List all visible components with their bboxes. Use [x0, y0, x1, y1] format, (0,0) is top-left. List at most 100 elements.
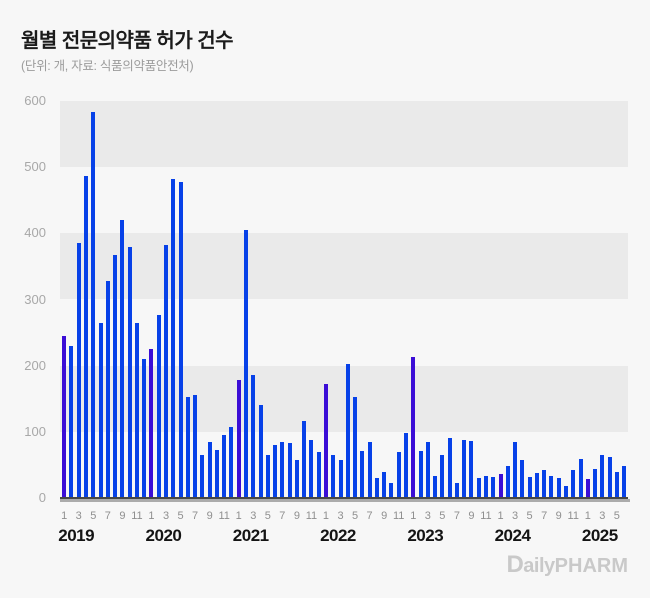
x-tick-2023-7: 7	[453, 510, 460, 522]
x-tick-2024-9: 9	[555, 510, 562, 522]
year-label-2021: 2021	[232, 526, 269, 545]
bar-2019-07	[105, 280, 110, 498]
y-tick-label-100: 100	[24, 423, 46, 439]
bar-2023-12	[491, 476, 496, 498]
bar-2019-04	[84, 175, 89, 498]
bar-2019-11	[134, 322, 139, 498]
year-label-2023: 2023	[407, 526, 444, 545]
bar-2022-06	[360, 451, 365, 498]
x-tick-2023-3: 3	[424, 510, 431, 522]
x-tick-2019-11: 11	[131, 510, 143, 522]
x-tick-2019-1: 1	[61, 510, 68, 522]
bar-2025-02	[593, 468, 598, 498]
grid-band	[60, 101, 628, 168]
bar-2022-03	[338, 460, 343, 498]
x-tick-2022-11: 11	[392, 510, 405, 522]
x-tick-2019-5: 5	[90, 510, 97, 522]
bar-2019-02	[69, 345, 74, 498]
x-tick-2022-5: 5	[352, 510, 359, 522]
bar-2021-07	[280, 441, 285, 498]
x-tick-2020-11: 11	[218, 510, 230, 522]
x-tick-2025-1: 1	[584, 510, 591, 522]
bar-2023-02	[418, 451, 423, 498]
x-tick-2020-7: 7	[192, 510, 199, 522]
bar-2021-09	[294, 459, 299, 498]
bar-2022-12	[403, 433, 408, 498]
x-tick-2024-3: 3	[512, 510, 519, 522]
bar-2023-01	[411, 357, 416, 498]
bar-2024-07	[542, 469, 547, 498]
year-label-2024: 2024	[494, 526, 531, 545]
bar-2020-07	[193, 394, 198, 498]
bar-2022-01	[323, 384, 328, 498]
y-tick-label-600: 600	[24, 93, 46, 108]
bar-2024-05	[527, 477, 532, 498]
bar-2019-10	[127, 246, 132, 498]
bar-2025-01	[585, 478, 590, 498]
grid-band	[60, 233, 628, 300]
year-label-2022: 2022	[320, 526, 356, 545]
logo-aily-text: aily	[523, 555, 555, 577]
bar-2025-04	[607, 456, 612, 498]
x-axis-line-shadow	[60, 499, 630, 502]
grid-band	[60, 365, 628, 432]
bar-2023-07	[454, 482, 459, 498]
x-tick-2024-11: 11	[567, 510, 579, 522]
logo-d-glyph: D	[506, 551, 524, 578]
bar-2024-09	[556, 478, 561, 498]
bar-2020-10	[214, 450, 219, 498]
bar-2023-09	[469, 441, 474, 498]
logo-pharm-text: PHARM	[554, 555, 628, 577]
bar-2019-09	[120, 220, 125, 498]
year-label-2019: 2019	[58, 526, 95, 545]
bar-2023-03	[425, 442, 430, 498]
x-tick-2025-3: 3	[599, 510, 606, 522]
x-tick-2022-9: 9	[381, 510, 388, 522]
x-tick-2020-9: 9	[206, 510, 213, 522]
bar-2023-05	[440, 454, 445, 498]
x-tick-2021-5: 5	[264, 510, 271, 522]
bar-2020-09	[207, 441, 212, 498]
x-tick-2019-3: 3	[75, 510, 82, 522]
bar-2019-06	[98, 322, 103, 498]
bar-2020-06	[185, 397, 190, 498]
bar-2019-05	[91, 112, 96, 498]
x-tick-2022-3: 3	[337, 510, 344, 522]
bar-2023-08	[462, 439, 467, 498]
bar-2022-09	[382, 472, 387, 498]
bar-2022-10	[389, 483, 394, 498]
bar-2020-11	[222, 435, 227, 498]
y-tick-label-500: 500	[24, 159, 46, 175]
bar-2021-02	[244, 230, 248, 498]
bar-2021-08	[287, 443, 292, 498]
bar-2023-11	[483, 475, 488, 498]
dailypharm-logo: DailyPHARM	[506, 551, 628, 579]
x-tick-2021-9: 9	[293, 510, 300, 522]
x-tick-2019-7: 7	[104, 510, 111, 522]
chart-title: 월별 전문의약품 허가 건수	[21, 30, 234, 52]
bar-2023-10	[476, 478, 481, 498]
y-tick-label-400: 400	[24, 225, 46, 241]
bar-2019-08	[113, 254, 118, 498]
bar-2019-03	[76, 243, 81, 498]
x-tick-2024-7: 7	[541, 510, 548, 522]
bar-2019-01	[62, 335, 67, 498]
bar-2021-11	[309, 440, 314, 498]
x-tick-2024-1: 1	[497, 510, 504, 522]
bar-2022-02	[331, 454, 336, 498]
bar-2024-10	[563, 486, 568, 498]
x-tick-2023-11: 11	[480, 510, 492, 522]
bar-2024-04	[520, 460, 525, 498]
bar-2020-01	[149, 349, 154, 498]
bar-2024-02	[505, 466, 510, 498]
bar-2022-05	[353, 397, 358, 498]
bar-2022-11	[396, 451, 401, 498]
bar-2023-06	[447, 437, 452, 498]
bar-2024-11	[571, 470, 576, 498]
bar-2021-10	[302, 420, 307, 498]
x-tick-2019-9: 9	[119, 510, 126, 522]
bar-2022-07	[367, 442, 372, 498]
bar-2021-01	[236, 380, 241, 498]
bar-2020-02	[156, 314, 161, 498]
